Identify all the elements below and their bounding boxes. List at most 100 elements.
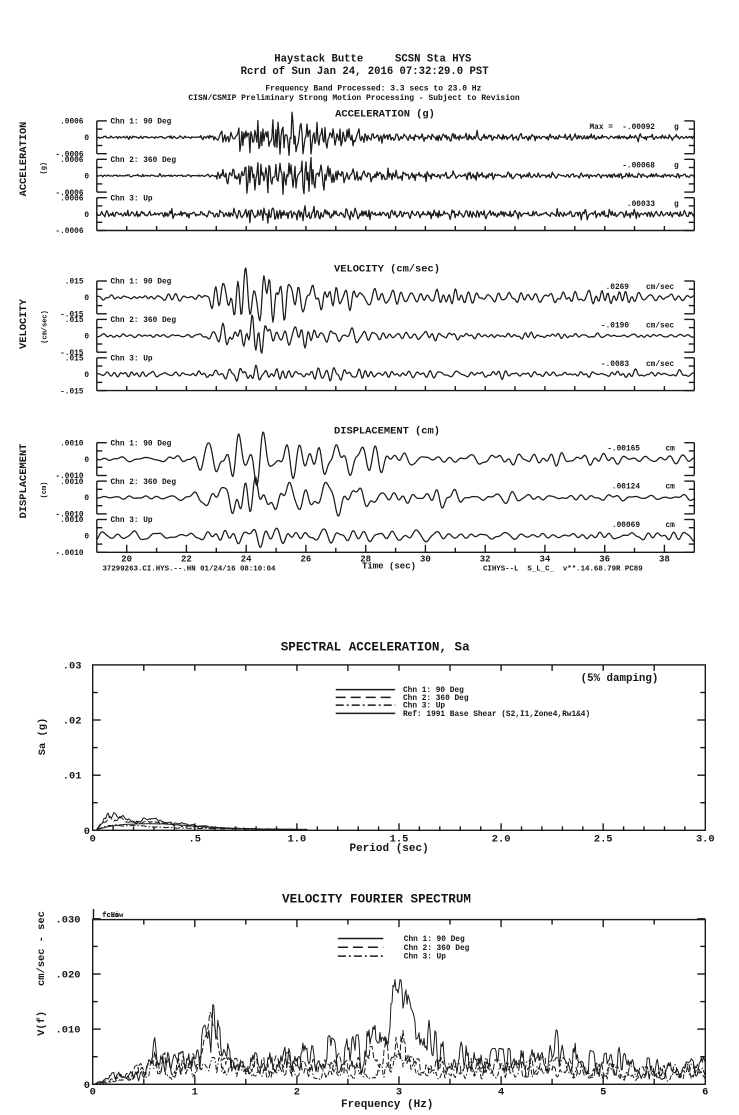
svg-text:Chn 1: 90 Deg: Chn 1: 90 Deg [403,687,464,695]
svg-text:-.0006: -.0006 [55,228,83,236]
svg-text:CISN/CSMIP Preliminary Strong: CISN/CSMIP Preliminary Strong Motion Pro… [188,94,519,103]
svg-text:Chn 3: Up: Chn 3: Up [111,356,153,364]
svg-text:cm: cm [666,522,676,530]
svg-text:cm/sec: cm/sec [646,284,674,292]
svg-text:(5% damping): (5% damping) [581,673,659,685]
svg-text:Time (sec): Time (sec) [362,562,416,572]
svg-text:4: 4 [498,1086,504,1098]
svg-text:Chn 3: Up: Chn 3: Up [403,703,445,711]
svg-text:ACCELERATION (g): ACCELERATION (g) [335,109,435,121]
svg-text:-.0006: -.0006 [55,190,83,198]
svg-text:-.0083: -.0083 [601,361,629,369]
svg-text:.030: .030 [56,914,81,926]
svg-text:26: 26 [300,554,311,564]
svg-text:VELOCITY (cm/sec): VELOCITY (cm/sec) [334,263,440,275]
svg-text:0: 0 [84,372,89,380]
svg-text:-.0190: -.0190 [601,323,629,331]
svg-text:fcHi: fcHi [102,912,119,920]
svg-text:Haystack Butte SCSN Sta HY: Haystack Butte SCSN Sta HYS [274,54,472,66]
svg-text:.0010: .0010 [60,440,84,448]
svg-text:0: 0 [84,1080,90,1092]
svg-text:.020: .020 [56,970,81,982]
svg-text:cm/sec: cm/sec [646,361,674,369]
svg-text:24: 24 [241,554,252,564]
svg-text:Frequency (Hz): Frequency (Hz) [341,1099,433,1111]
svg-text:DISPLACEMENT: DISPLACEMENT [18,444,30,519]
svg-text:CIHYS--L S_L_C_ v**.14.68.79: CIHYS--L S_L_C_ v**.14.68.79R PC89 [483,566,643,574]
svg-text:0: 0 [84,534,89,542]
svg-text:Chn 2: 360 Deg: Chn 2: 360 Deg [404,945,470,953]
svg-text:Chn 2: 360 Deg: Chn 2: 360 Deg [111,479,177,487]
svg-text:.00033: .00033 [627,201,655,209]
svg-text:-.00165: -.00165 [607,445,640,453]
svg-text:38: 38 [659,554,670,564]
svg-text:Chn 1: 90 Deg: Chn 1: 90 Deg [404,936,465,944]
svg-text:37299263.CI.HYS.--.HN 01/24/16: 37299263.CI.HYS.--.HN 01/24/16 08:10:04 [103,566,277,574]
svg-text:0: 0 [90,1086,96,1098]
svg-text:VELOCITY: VELOCITY [18,298,30,349]
svg-text:2.5: 2.5 [594,834,613,846]
svg-text:(g): (g) [40,162,48,175]
svg-text:cm: cm [666,484,676,492]
svg-text:1: 1 [192,1086,198,1098]
svg-text:.0006: .0006 [60,157,84,165]
svg-text:fcLow: fcLow [102,912,124,920]
svg-text:Rcrd of Sun Jan 24, 2016 07:32: Rcrd of Sun Jan 24, 2016 07:32:29.0 PST [241,66,490,78]
svg-text:-.0010: -.0010 [55,512,83,520]
svg-text:Sa (g): Sa (g) [37,718,49,755]
svg-text:0: 0 [90,834,96,846]
svg-text:0: 0 [84,295,89,303]
svg-text:-.00068: -.00068 [622,163,655,171]
svg-text:34: 34 [539,554,550,564]
svg-text:3.0: 3.0 [696,834,715,846]
svg-text:5: 5 [600,1086,606,1098]
svg-text:6: 6 [702,1086,708,1098]
svg-text:1.5: 1.5 [390,834,409,846]
svg-text:g: g [674,124,679,132]
svg-text:.010: .010 [56,1025,81,1037]
svg-text:0: 0 [84,457,89,465]
svg-text:.0010: .0010 [60,517,84,525]
svg-text:.015: .015 [65,356,84,364]
svg-text:-.0006: -.0006 [55,151,83,159]
svg-text:28: 28 [360,554,371,564]
svg-text:.015: .015 [65,279,84,287]
svg-text:Chn 3: Up: Chn 3: Up [404,954,446,962]
svg-text:VELOCITY FOURIER SPECTRUM: VELOCITY FOURIER SPECTRUM [282,893,471,907]
svg-text:Chn 3: Up: Chn 3: Up [111,517,153,525]
svg-text:Chn 2: 360 Deg: Chn 2: 360 Deg [111,317,177,325]
svg-text:Chn 1: 90 Deg: Chn 1: 90 Deg [111,279,172,287]
svg-text:.03: .03 [63,660,82,672]
svg-text:.02: .02 [63,716,82,728]
svg-text:.0010: .0010 [60,479,84,487]
svg-text:Chn 2: 360 Deg: Chn 2: 360 Deg [403,695,469,703]
svg-text:g: g [674,201,679,209]
svg-text:V(f) cm/sec - sec: V(f) cm/sec - sec [36,911,48,1036]
svg-text:Ref: 1991 Base Shear (S2,I1,Zo: Ref: 1991 Base Shear (S2,I1,Zone4,Rw1&4) [403,711,590,719]
svg-text:.0006: .0006 [60,195,84,203]
svg-text:0: 0 [84,495,89,503]
svg-text:3: 3 [396,1086,402,1098]
svg-text:0: 0 [84,173,89,181]
svg-text:.0269: .0269 [606,284,630,292]
svg-text:0: 0 [84,334,89,342]
svg-text:20: 20 [121,554,132,564]
svg-text:Chn 1: 90 Deg: Chn 1: 90 Deg [111,119,172,127]
svg-text:cm: cm [666,445,676,453]
svg-text:30: 30 [420,554,431,564]
svg-text:0: 0 [84,135,89,143]
svg-text:1.0: 1.0 [288,834,307,846]
svg-text:.5: .5 [189,834,201,846]
svg-text:SPECTRAL ACCELERATION, Sa: SPECTRAL ACCELERATION, Sa [281,641,470,655]
svg-text:DISPLACEMENT (cm): DISPLACEMENT (cm) [334,425,440,437]
svg-text:cm/sec: cm/sec [646,323,674,331]
svg-text:-.0010: -.0010 [55,550,83,558]
svg-text:ACCELERATION: ACCELERATION [18,122,30,197]
svg-text:2: 2 [294,1086,300,1098]
svg-text:36: 36 [599,554,610,564]
svg-text:22: 22 [181,554,192,564]
svg-text:0: 0 [84,212,89,220]
svg-text:-.015: -.015 [60,312,84,320]
svg-text:.01: .01 [63,771,82,783]
svg-text:Frequency Band Processed: 3.3: Frequency Band Processed: 3.3 secs to 23… [265,85,481,94]
